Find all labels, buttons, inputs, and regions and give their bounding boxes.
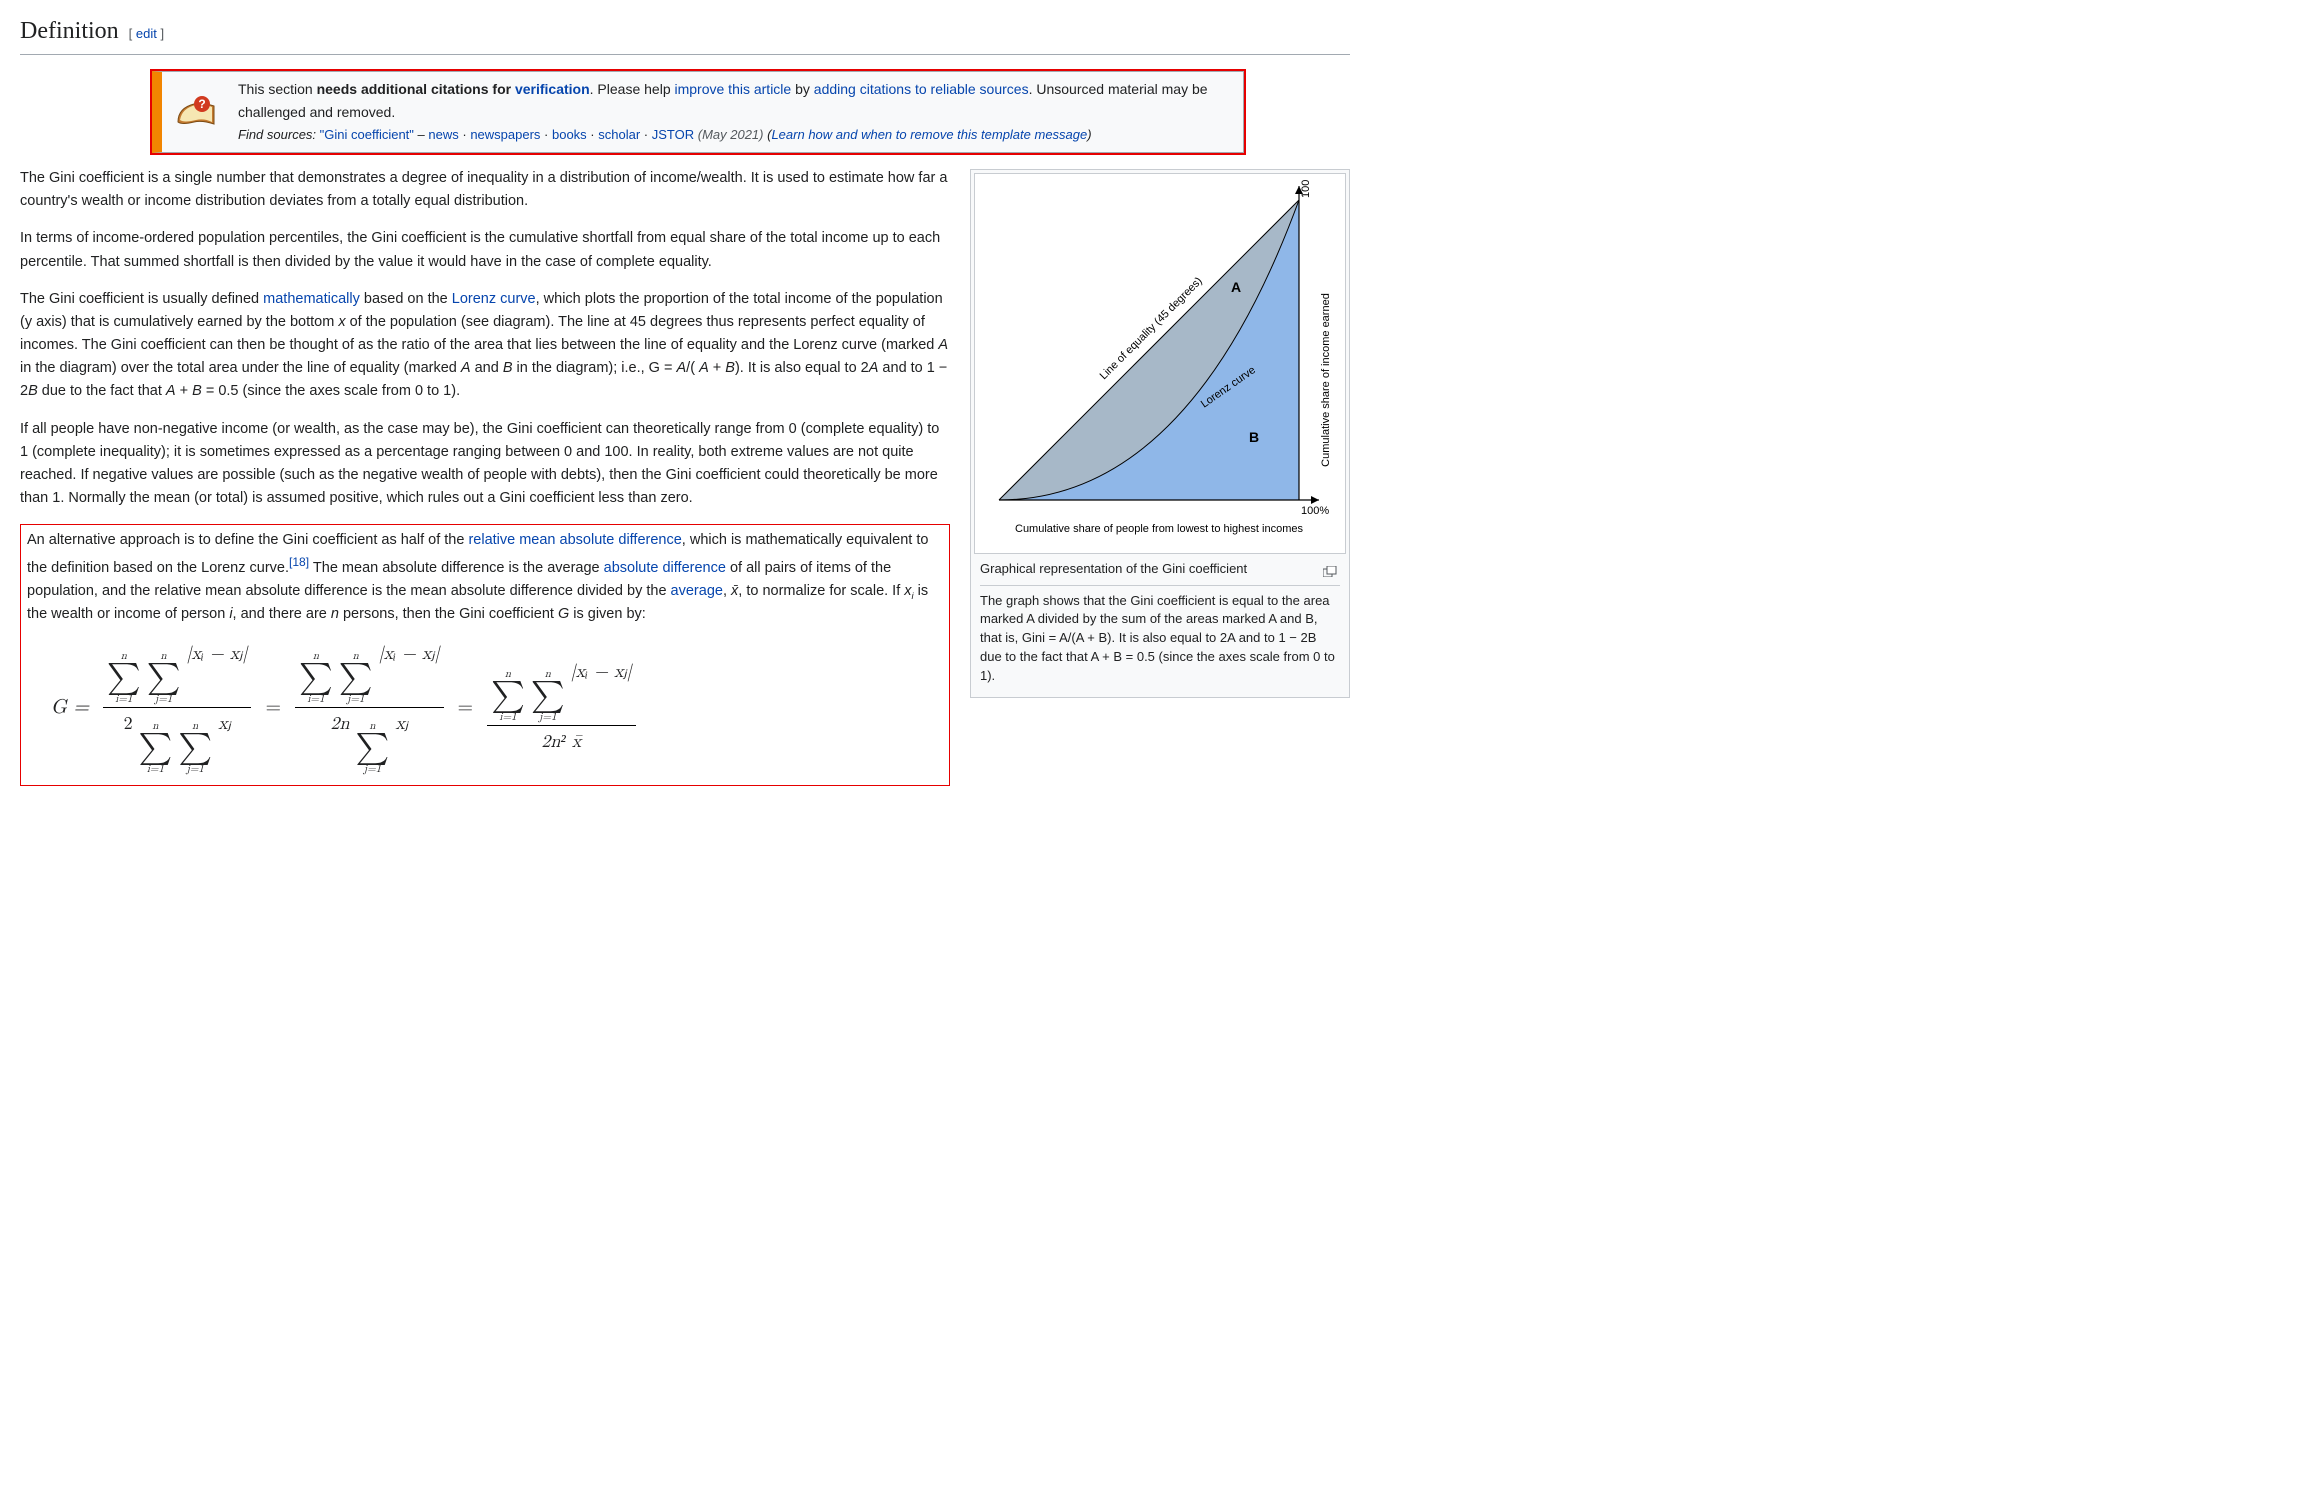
t: is given by: [569, 606, 646, 622]
t: ). It is also equal to 2 [735, 360, 869, 376]
area-b-label: B [1249, 429, 1259, 445]
bracket-close: ] [161, 26, 165, 41]
var-G: G [558, 606, 569, 622]
frac1: n∑i=1 n∑j=1 |xᵢ − xⱼ| 2 n∑i=1 n∑j=1 xⱼ [103, 640, 252, 775]
t: in the diagram) over the total area unde… [20, 360, 461, 376]
citation-needed-ambox: ? This section needs additional citation… [152, 71, 1244, 153]
rmad-link[interactable]: relative mean absolute difference [468, 532, 681, 548]
t: , [723, 583, 731, 599]
t: The Gini coefficient is usually defined [20, 291, 263, 307]
t: needs additional citations for [317, 81, 515, 97]
mathematically-link[interactable]: mathematically [263, 291, 360, 307]
findsrc-scholar-link[interactable]: scholar [598, 127, 640, 142]
t: The mean absolute difference is the aver… [309, 559, 604, 575]
area-a-label: A [1231, 279, 1241, 295]
t: This section [238, 81, 317, 97]
var-A: A [869, 360, 879, 376]
t: , to normalize for scale. If [738, 583, 904, 599]
para-5: An alternative approach is to define the… [27, 529, 943, 626]
ambox-text: This section needs additional citations … [238, 78, 1231, 146]
t: by [791, 81, 814, 97]
bracket-open: [ [129, 26, 133, 41]
var-A: A [938, 337, 948, 353]
dash: – [414, 127, 428, 142]
t: and [471, 360, 503, 376]
var-n: n [331, 606, 339, 622]
dot: · [459, 127, 471, 142]
t: . Please help [590, 81, 675, 97]
svg-text:?: ? [198, 97, 205, 111]
findsrc-query-link[interactable]: "Gini coefficient" [320, 127, 414, 142]
content-area: 100% 100% Line of equality (45 degrees) … [20, 167, 1350, 786]
dot: · [587, 127, 599, 142]
enlarge-icon[interactable] [1323, 564, 1338, 575]
tick-bottomright: 100% [1301, 505, 1329, 517]
lorenz-curve-link[interactable]: Lorenz curve [452, 291, 536, 307]
x-axis-arrow [1311, 496, 1319, 504]
edit-link[interactable]: edit [136, 26, 157, 41]
ambox-findsources: Find sources: "Gini coefficient" – news … [238, 125, 1231, 146]
var-A: A [699, 360, 709, 376]
t: /( [686, 360, 699, 376]
var-xi: xi [904, 583, 913, 599]
average-link[interactable]: average [671, 583, 723, 599]
ambox-highlight: ? This section needs additional citation… [150, 69, 1246, 155]
t: + [176, 383, 193, 399]
section-header: Definition [ edit ] [20, 12, 1350, 55]
improve-article-link[interactable]: improve this article [675, 81, 792, 97]
t: + [709, 360, 726, 376]
lorenz-figure-thumb: 100% 100% Line of equality (45 degrees) … [970, 169, 1350, 698]
t: based on the [360, 291, 452, 307]
learn-remove-link[interactable]: Learn how and when to remove this templa… [771, 127, 1087, 142]
var-B: B [725, 360, 735, 376]
question-book-icon: ? [174, 92, 224, 132]
t: An alternative approach is to define the… [27, 532, 468, 548]
ref-18[interactable]: [18] [289, 555, 309, 569]
caption-divider [980, 585, 1340, 586]
section-title: Definition [20, 12, 119, 50]
eq: = [265, 691, 281, 723]
verification-link[interactable]: verification [515, 81, 590, 97]
findsrc-newspapers-link[interactable]: newspapers [470, 127, 540, 142]
var-B: B [192, 383, 202, 399]
findsrc-jstor-link[interactable]: JSTOR [652, 127, 694, 142]
y-axis-label: Cumulative share of income earned [1320, 293, 1332, 467]
absolute-difference-link[interactable]: absolute difference [604, 559, 726, 575]
var-A: A [677, 360, 687, 376]
ambox-date: (May 2021) [694, 127, 767, 142]
t: due to the fact that [38, 383, 166, 399]
findsrc-news-link[interactable]: news [428, 127, 458, 142]
dot: · [540, 127, 552, 142]
ambox-line1: This section needs additional citations … [238, 78, 1231, 123]
figure-caption: Graphical representation of the Gini coe… [974, 554, 1346, 694]
figure-caption1: Graphical representation of the Gini coe… [980, 560, 1340, 579]
paren: ) [1087, 127, 1091, 142]
t: in the diagram); i.e., G = [512, 360, 676, 376]
lorenz-chart: 100% 100% Line of equality (45 degrees) … [974, 173, 1346, 554]
findsrc-books-link[interactable]: books [552, 127, 587, 142]
eq: = [458, 691, 474, 723]
var-A: A [461, 360, 471, 376]
var-x: x [338, 314, 345, 330]
t: persons, then the Gini coefficient [339, 606, 558, 622]
t: , and there are [233, 606, 331, 622]
adding-citations-link[interactable]: adding citations to reliable sources [814, 81, 1029, 97]
t: = 0.5 (since the axes scale from 0 to 1)… [202, 383, 460, 399]
Geq: G = [51, 691, 89, 723]
findsrc-label: Find sources: [238, 127, 320, 142]
figure-caption2: The graph shows that the Gini coefficien… [980, 592, 1340, 686]
section-edit: [ edit ] [129, 24, 164, 45]
x-axis-label: Cumulative share of people from lowest t… [1015, 523, 1303, 535]
frac2: n∑i=1 n∑j=1 |xᵢ − xⱼ| 2n n∑j=1 xⱼ [295, 640, 444, 775]
tick-topright: 100% [1300, 180, 1312, 198]
dot: · [640, 127, 652, 142]
frac3: n∑i=1 n∑j=1 |xᵢ − xⱼ| 2n² x̄ [487, 658, 636, 757]
alt-approach-highlight: An alternative approach is to define the… [20, 524, 950, 786]
gini-formula: G = n∑i=1 n∑j=1 |xᵢ − xⱼ| 2 n∑i=1 n∑j=1 … [27, 634, 636, 775]
var-A: A [166, 383, 176, 399]
var-B: B [28, 383, 38, 399]
